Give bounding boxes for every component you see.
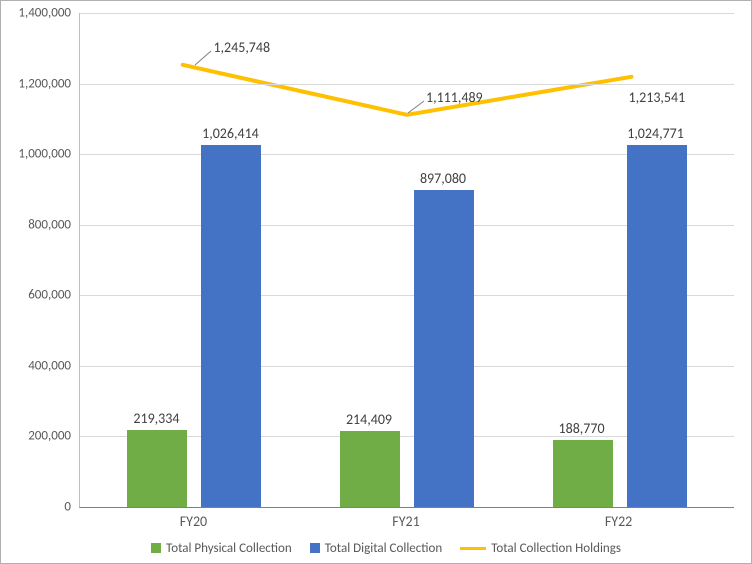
ytick-label: 200,000 xyxy=(1,429,71,444)
legend-line-holdings xyxy=(460,547,486,550)
bar-digital xyxy=(627,145,687,507)
legend-item-digital: Total Digital Collection xyxy=(310,541,442,556)
legend-label-digital: Total Digital Collection xyxy=(325,541,442,556)
leader-line xyxy=(193,47,215,69)
ytick-label: 1,200,000 xyxy=(1,76,71,91)
category-label: FY20 xyxy=(180,513,207,530)
collection-chart: Total Physical Collection Total Digital … xyxy=(0,0,752,564)
category-label: FY21 xyxy=(392,513,419,530)
bar-digital xyxy=(414,190,474,507)
leader-line xyxy=(406,95,428,117)
bar-digital xyxy=(201,145,261,507)
legend-item-physical: Total Physical Collection xyxy=(151,541,292,556)
ytick-label: 600,000 xyxy=(1,288,71,303)
bar-label-digital: 1,024,771 xyxy=(596,125,716,142)
ytick-label: 1,000,000 xyxy=(1,147,71,162)
legend-label-physical: Total Physical Collection xyxy=(166,541,292,556)
category-label: FY22 xyxy=(605,513,632,530)
bar-physical xyxy=(340,431,400,507)
gridline xyxy=(80,13,734,14)
bar-label-physical: 219,334 xyxy=(96,410,216,427)
bar-label-digital: 1,026,414 xyxy=(170,125,290,142)
line-label-holdings: 1,111,489 xyxy=(426,89,483,106)
bar-label-physical: 214,409 xyxy=(309,411,429,428)
bar-physical xyxy=(553,440,613,507)
ytick-label: 400,000 xyxy=(1,358,71,373)
legend-swatch-physical xyxy=(151,543,161,553)
ytick-label: 0 xyxy=(1,500,71,515)
legend: Total Physical Collection Total Digital … xyxy=(31,537,741,559)
ytick-label: 1,400,000 xyxy=(1,6,71,21)
line-label-holdings: 1,213,541 xyxy=(629,89,686,106)
gridline xyxy=(80,84,734,85)
bar-label-physical: 188,770 xyxy=(522,420,642,437)
line-label-holdings: 1,245,748 xyxy=(213,39,270,56)
legend-swatch-digital xyxy=(310,543,320,553)
legend-item-holdings: Total Collection Holdings xyxy=(460,541,621,556)
bar-label-digital: 897,080 xyxy=(383,170,503,187)
bar-physical xyxy=(127,430,187,507)
ytick-label: 800,000 xyxy=(1,217,71,232)
legend-label-holdings: Total Collection Holdings xyxy=(491,541,621,556)
